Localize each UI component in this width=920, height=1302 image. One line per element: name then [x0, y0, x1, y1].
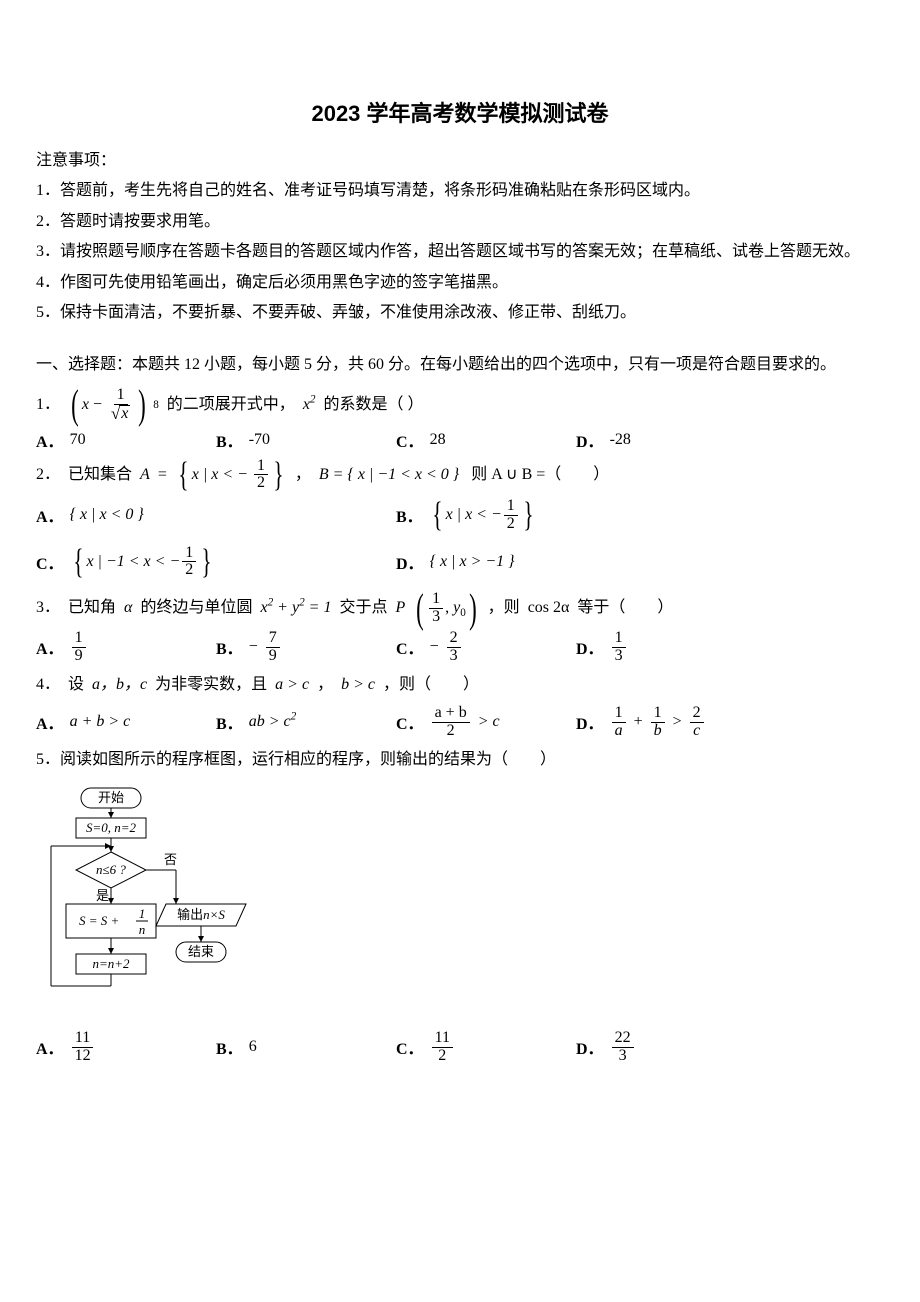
notice-heading: 注意事项：: [36, 146, 884, 176]
q2-choices: A． { x | x < 0 } B． { x | x < −12 } C． {…: [36, 492, 884, 585]
q5-number: 5．: [36, 751, 60, 768]
q3-mid2: 交于点: [339, 593, 387, 623]
q4-number: 4．: [36, 670, 60, 700]
q3-alpha: α: [124, 593, 132, 623]
flow-step-pre: S = S +: [79, 913, 119, 928]
q5-choices: A．1112 B．6 C．112 D．223: [36, 1030, 884, 1065]
q1-var-x: x: [82, 396, 89, 413]
notice-4: 4．作图可先使用铅笔画出，确定后必须用黑色字迹的签字笔描黑。: [36, 268, 884, 298]
q2-A: A: [140, 460, 150, 490]
q2-eq: =: [158, 460, 167, 490]
q2-pre: 已知集合: [68, 460, 132, 490]
q2-tail: 则 A ∪ B =（ ）: [471, 460, 609, 490]
section-1-heading: 一、选择题：本题共 12 小题，每小题 5 分，共 60 分。在每小题给出的四个…: [36, 350, 884, 380]
flow-step-n: 1: [139, 906, 146, 921]
q4-mid: 为非零实数，且: [155, 670, 267, 700]
q5-text: 阅读如图所示的程序框图，运行相应的程序，则输出的结果为（ ）: [60, 751, 556, 768]
q5-choice-c: C．112: [396, 1030, 576, 1065]
question-1: 1． ( x − 1 x ) 8 的二项展开式中， x2 的系数是（ ）: [36, 387, 884, 424]
question-5: 5．阅读如图所示的程序框图，运行相应的程序，则输出的结果为（ ）: [36, 745, 884, 775]
q1-choice-c: C．28: [396, 428, 576, 452]
q1-choice-b: B．-70: [216, 428, 396, 452]
q3-choice-c: C．−23: [396, 630, 576, 665]
q1-x2: x2: [303, 390, 316, 420]
q3-pre: 已知角: [68, 593, 116, 623]
q1-expression: ( x − 1 x ): [68, 387, 149, 424]
flow-inc: n=n+2: [92, 956, 130, 971]
flow-yes: 是: [96, 888, 109, 903]
q2-cond: x | x < −: [192, 465, 248, 482]
q3-mid1: 的终边与单位圆: [140, 593, 252, 623]
flowchart: 开始 S=0, n=2 n≤6 ? 是 否 S = S + 1 n 输出n×S: [36, 786, 256, 1026]
q2-choice-d: D． { x | x > −1 }: [396, 545, 756, 580]
q3-choice-b: B．−79: [216, 630, 396, 665]
q2-choice-b: B． { x | x < −12 }: [396, 498, 756, 533]
page-title: 2023 学年高考数学模拟测试卷: [36, 96, 884, 128]
q3-circle: x2 + y2 = 1: [260, 593, 331, 623]
q3-mid3: ，则: [488, 593, 520, 623]
q4-choice-b: B．ab > c2: [216, 705, 396, 740]
q2-number: 2．: [36, 460, 60, 490]
q5-choice-d: D．223: [576, 1030, 756, 1065]
q4-choice-a: A．a + b > c: [36, 705, 216, 740]
notice-3: 3．请按照题号顺序在答题卡各题目的答题区域内作答，超出答题区域书写的答案无效；在…: [36, 237, 884, 267]
notice-2: 2．答题时请按要求用笔。: [36, 207, 884, 237]
q3-choice-d: D．13: [576, 630, 756, 665]
question-4: 4． 设 a，b，c 为非零实数，且 a > c， b > c ，则（ ）: [36, 670, 884, 700]
q4-c2: b > c: [341, 670, 375, 700]
q4-choice-d: D． 1a + 1b > 2c: [576, 705, 796, 740]
q3-P: P: [395, 593, 405, 623]
q4-choice-c: C．a + b2 > c: [396, 705, 576, 740]
q3-choice-a: A．19: [36, 630, 216, 665]
flow-end: 结束: [188, 944, 214, 959]
q1-number: 1．: [36, 390, 60, 420]
q3-choices: A．19 B．−79 C．−23 D．13: [36, 630, 884, 665]
q3-number: 3．: [36, 593, 60, 623]
flow-cond: n≤6 ?: [96, 862, 126, 877]
notice-5: 5．保持卡面清洁，不要折暴、不要弄破、弄皱，不准使用涂改液、修正带、刮纸刀。: [36, 298, 884, 328]
flow-step-d: n: [139, 922, 146, 937]
flow-no: 否: [164, 852, 177, 867]
question-2: 2． 已知集合 A = { x | x < − 12 } ， B = { x |…: [36, 458, 884, 493]
q1-choice-a: A．70: [36, 428, 216, 452]
q1-choice-d: D．-28: [576, 428, 756, 452]
flow-out: 输出n×S: [177, 907, 225, 922]
q4-tail: ，则（ ）: [383, 670, 479, 700]
q3-point: ( 13, y0 ): [413, 591, 479, 626]
q2-comma: ，: [295, 460, 311, 490]
q2-choice-a: A． { x | x < 0 }: [36, 498, 396, 533]
q2-set-A: { x | x < − 12 }: [175, 458, 287, 493]
q3-tail: 等于（ ）: [577, 593, 673, 623]
notice-1: 1．答题前，考生先将自己的姓名、准考证号码填写清楚，将条形码准确粘贴在条形码区域…: [36, 176, 884, 206]
q2-set-B: B = { x | −1 < x < 0 }: [319, 460, 459, 490]
question-3: 3． 已知角 α 的终边与单位圆 x2 + y2 = 1 交于点 P ( 13,…: [36, 591, 884, 626]
q1-choices: A．70 B．-70 C．28 D．-28: [36, 428, 884, 452]
q5-choice-a: A．1112: [36, 1030, 216, 1065]
q3-cos: cos 2α: [528, 593, 570, 623]
q1-text-1: 的二项展开式中，: [167, 390, 295, 420]
q5-choice-b: B．6: [216, 1030, 396, 1065]
q1-text-2: 的系数是（ ）: [324, 390, 424, 420]
flow-init: S=0, n=2: [86, 820, 137, 835]
q4-choices: A．a + b > c B．ab > c2 C．a + b2 > c D． 1a…: [36, 705, 884, 740]
q4-vars: a，b，c: [92, 670, 147, 700]
q4-c1: a > c: [275, 670, 309, 700]
flow-start: 开始: [98, 790, 124, 805]
q2-choice-c: C． { x | −1 < x < −12 }: [36, 545, 396, 580]
q1-sqrt-x: x: [119, 405, 130, 423]
q4-pre: 设: [68, 670, 84, 700]
